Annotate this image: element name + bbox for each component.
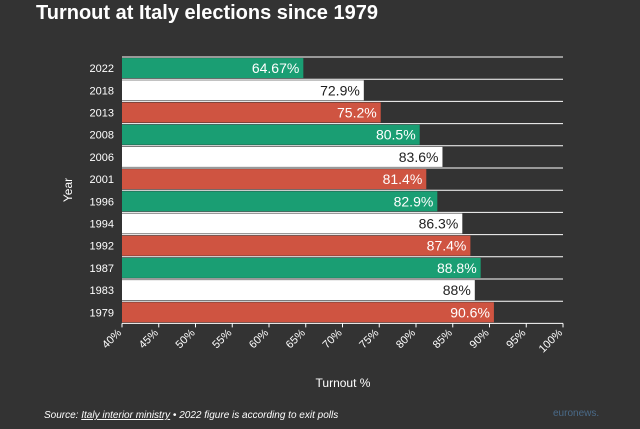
y-tick-label-1994: 1994 — [90, 219, 114, 231]
value-labels: 64.67% 72.9% 75.2% 80.5% 83.6% 81.4% 82.9% 86.3… — [252, 60, 490, 320]
chart-title: Turnout at Italy elections since 1979 — [36, 2, 378, 24]
x-tick-label: 70% — [321, 327, 345, 351]
x-tick-label: 50% — [174, 327, 198, 351]
bar-2001[interactable] — [122, 169, 427, 190]
source-note: Source: Italy interior ministry • 2022 f… — [44, 410, 338, 421]
bar-2022[interactable] — [122, 58, 304, 79]
source-prefix: Source: — [44, 410, 82, 421]
source-link[interactable]: Italy interior ministry — [81, 410, 171, 421]
value-label-2022: 64.67% — [252, 60, 299, 76]
x-tick-label: 95% — [504, 327, 528, 351]
bar-2018[interactable] — [122, 80, 364, 101]
value-label-2001: 81.4% — [383, 171, 423, 187]
value-label-2008: 80.5% — [376, 127, 416, 143]
x-tick-label: 75% — [357, 327, 381, 351]
bar-1987[interactable] — [122, 257, 481, 278]
y-axis-ticks: 2022 2018 2013 2008 2006 2001 1996 1994 1992 1987… — [90, 63, 114, 319]
y-tick-label-1983: 1983 — [90, 285, 114, 297]
x-tick-label: 60% — [247, 327, 271, 351]
bar-1983[interactable] — [122, 280, 475, 301]
y-tick-label-2001: 2001 — [90, 174, 114, 186]
value-label-1979: 90.6% — [450, 304, 490, 320]
x-axis-title: Turnout % — [316, 376, 371, 390]
value-label-1996: 82.9% — [394, 193, 434, 209]
value-label-2018: 72.9% — [320, 82, 360, 98]
y-tick-label-1992: 1992 — [90, 241, 114, 253]
x-tick-label: 90% — [468, 327, 492, 351]
bar-2008[interactable] — [122, 124, 420, 145]
bars — [122, 58, 494, 323]
bar-1992[interactable] — [122, 235, 471, 256]
value-label-2013: 75.2% — [337, 105, 377, 121]
y-tick-label-2022: 2022 — [90, 63, 114, 75]
bar-2006[interactable] — [122, 146, 443, 167]
x-tick-label: 80% — [394, 327, 418, 351]
y-tick-label-2006: 2006 — [90, 152, 114, 164]
bar-1996[interactable] — [122, 191, 438, 212]
y-axis-title: Year — [61, 178, 75, 202]
value-label-2006: 83.6% — [399, 149, 439, 165]
source-note-text: • 2022 figure is according to exit polls — [170, 410, 339, 421]
value-label-1994: 86.3% — [419, 216, 459, 232]
x-tick-label: 40% — [100, 327, 124, 351]
value-label-1992: 87.4% — [427, 238, 467, 254]
y-tick-label-1996: 1996 — [90, 196, 114, 208]
y-tick-label-2013: 2013 — [90, 108, 114, 120]
grid-lines — [121, 56, 564, 328]
y-tick-label-2008: 2008 — [90, 130, 114, 142]
x-tick-label: 65% — [284, 327, 308, 351]
bar-1979[interactable] — [122, 302, 494, 323]
x-tick-label: 85% — [431, 327, 455, 351]
y-tick-label-1979: 1979 — [90, 307, 114, 319]
y-tick-label-2018: 2018 — [90, 85, 114, 97]
x-tick-label: 45% — [137, 327, 161, 351]
bar-2013[interactable] — [122, 102, 381, 123]
brand-logo: euronews. — [553, 408, 600, 419]
bar-1994[interactable] — [122, 213, 463, 234]
y-tick-label-1987: 1987 — [90, 263, 114, 275]
x-axis-ticks: 40% 45% 50% 55% 60% 65% 70% 75% 80% 85% 90% 95% 100% — [100, 327, 565, 356]
value-label-1987: 88.8% — [437, 260, 477, 276]
x-tick-label: 55% — [210, 327, 234, 351]
x-tick-label: 100% — [537, 327, 566, 356]
value-label-1983: 88% — [443, 282, 471, 298]
